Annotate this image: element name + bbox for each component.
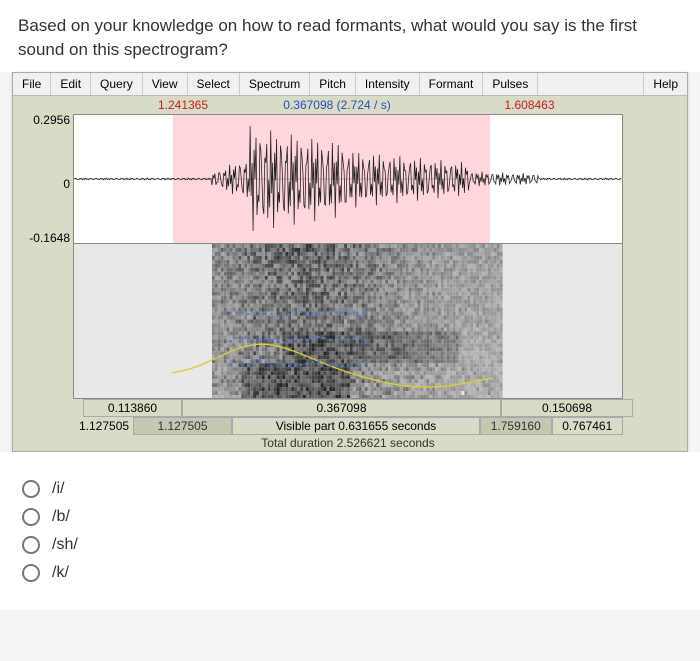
menu-file[interactable]: File	[13, 73, 51, 95]
spectrogram-svg	[74, 244, 622, 398]
footer-left-1	[73, 407, 83, 409]
visible-part[interactable]: Visible part 0.631655 seconds	[232, 417, 480, 435]
sel-end-time: 1.608463	[491, 96, 568, 114]
menu-query[interactable]: Query	[91, 73, 143, 95]
menu-spectrum[interactable]: Spectrum	[240, 73, 310, 95]
wf-yzero: 0	[22, 177, 70, 191]
option-b[interactable]: /b/	[22, 508, 678, 526]
wf-ymax: 0.2956	[22, 113, 70, 127]
menu-pitch[interactable]: Pitch	[310, 73, 356, 95]
radio-icon	[22, 564, 40, 582]
top-time-row: 1.241365 0.367098 (2.724 / s) 1.608463	[73, 96, 623, 114]
option-i[interactable]: /i/	[22, 480, 678, 498]
option-label: /i/	[52, 480, 64, 498]
sel-dur[interactable]: 0.367098	[182, 399, 501, 417]
waveform-svg	[74, 115, 622, 243]
footer-r2[interactable]: 0.767461	[552, 417, 624, 435]
radio-icon	[22, 508, 40, 526]
option-label: /b/	[52, 508, 70, 526]
footer-rows: 0.113860 0.367098 0.150698 1.127505 1.12…	[73, 399, 623, 451]
spectrogram-panel[interactable]: 5000 Hz 0 Hz 100 dB 500 Hz 82.44 dB (µE)…	[73, 244, 623, 399]
visble-start[interactable]: 1.127505	[133, 417, 232, 435]
footer-row-2: 1.127505 1.127505 Visible part 0.631655 …	[73, 417, 623, 435]
menu-help[interactable]: Help	[643, 73, 687, 95]
total-duration: Total duration 2.526621 seconds	[73, 435, 623, 451]
pre-sel-dur[interactable]: 0.113860	[83, 399, 182, 417]
footer-r1[interactable]: 1.759160	[480, 417, 552, 435]
menu-formant[interactable]: Formant	[420, 73, 484, 95]
option-k[interactable]: /k/	[22, 564, 678, 582]
option-label: /sh/	[52, 536, 78, 554]
question-text: Based on your knowledge on how to read f…	[0, 0, 700, 72]
radio-icon	[22, 536, 40, 554]
menu-pulses[interactable]: Pulses	[483, 73, 538, 95]
menu-select[interactable]: Select	[188, 73, 240, 95]
option-sh[interactable]: /sh/	[22, 536, 678, 554]
sel-start-time: 1.241365	[150, 96, 216, 114]
menu-edit[interactable]: Edit	[51, 73, 91, 95]
menu-view[interactable]: View	[143, 73, 188, 95]
menu-intensity[interactable]: Intensity	[356, 73, 420, 95]
answer-options: /i/ /b/ /sh/ /k/	[0, 452, 700, 610]
plot-area: 1.241365 0.367098 (2.724 / s) 1.608463 0…	[13, 96, 687, 451]
option-label: /k/	[52, 564, 69, 582]
footer-left-2: 1.127505	[73, 418, 133, 434]
wf-ymin: -0.1648	[22, 231, 70, 245]
menubar: File Edit Query View Select Spectrum Pit…	[13, 73, 687, 96]
sel-duration: 0.367098 (2.724 / s)	[238, 96, 436, 114]
waveform-panel[interactable]: 0.2956 0 -0.1648	[73, 114, 623, 244]
footer-row-1: 0.113860 0.367098 0.150698	[73, 399, 623, 417]
radio-icon	[22, 480, 40, 498]
post-sel-dur[interactable]: 0.150698	[501, 399, 633, 417]
praat-window: File Edit Query View Select Spectrum Pit…	[12, 72, 688, 452]
